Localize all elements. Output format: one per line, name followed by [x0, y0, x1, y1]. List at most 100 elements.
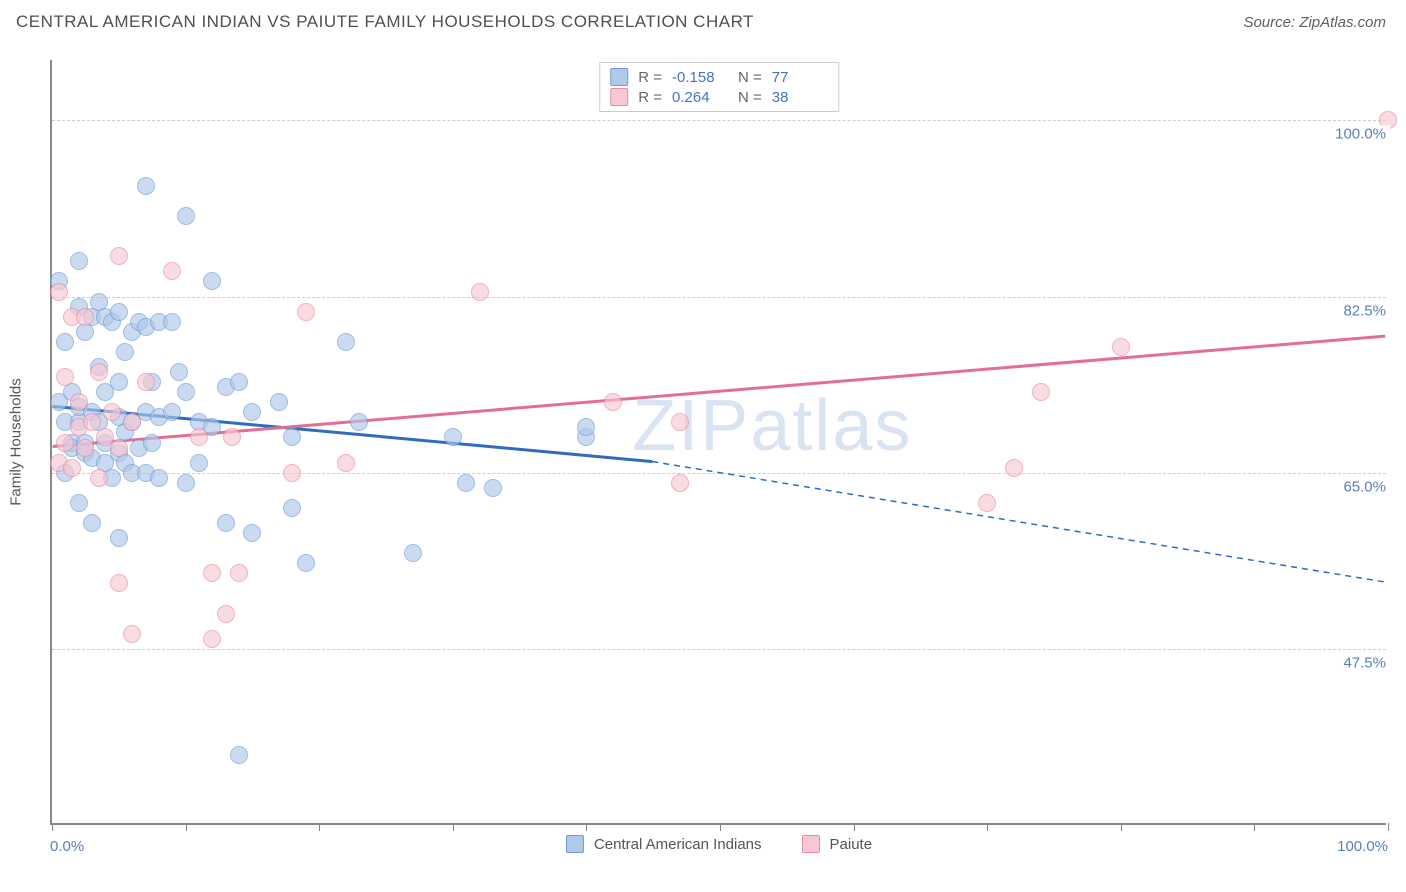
- legend-series-name: Central American Indians: [594, 836, 762, 853]
- gridline: [52, 120, 1386, 121]
- scatter-point: [170, 363, 188, 381]
- x-tick: [720, 823, 721, 831]
- scatter-point: [116, 343, 134, 361]
- scatter-point: [123, 625, 141, 643]
- scatter-point: [217, 605, 235, 623]
- y-axis-label: Family Households: [8, 378, 25, 506]
- scatter-point: [243, 403, 261, 421]
- legend-swatch: [566, 835, 584, 853]
- scatter-point: [190, 428, 208, 446]
- scatter-point: [103, 403, 121, 421]
- scatter-point: [444, 428, 462, 446]
- scatter-point: [243, 524, 261, 542]
- scatter-point: [83, 413, 101, 431]
- x-tick: [1121, 823, 1122, 831]
- y-tick-label: 82.5%: [1339, 302, 1390, 319]
- gridline: [52, 297, 1386, 298]
- scatter-point: [56, 434, 74, 452]
- scatter-point: [297, 303, 315, 321]
- scatter-point: [283, 428, 301, 446]
- legend-r-value: 0.264: [672, 89, 728, 106]
- scatter-point: [90, 363, 108, 381]
- legend-swatch: [610, 68, 628, 86]
- scatter-point: [190, 454, 208, 472]
- legend-n-value: 77: [772, 69, 828, 86]
- x-tick: [586, 823, 587, 831]
- legend-correlation: R = -0.158N = 77R = 0.264N = 38: [599, 62, 839, 112]
- scatter-point: [297, 554, 315, 572]
- scatter-point: [177, 383, 195, 401]
- scatter-point: [137, 373, 155, 391]
- scatter-point: [337, 333, 355, 351]
- y-tick-label: 100.0%: [1331, 126, 1390, 143]
- y-tick-label: 47.5%: [1339, 654, 1390, 671]
- scatter-point: [217, 514, 235, 532]
- scatter-point: [203, 630, 221, 648]
- scatter-point: [110, 303, 128, 321]
- scatter-point: [123, 413, 141, 431]
- scatter-point: [110, 574, 128, 592]
- legend-series-item: Paiute: [802, 835, 873, 853]
- scatter-point: [76, 439, 94, 457]
- scatter-point: [1112, 338, 1130, 356]
- scatter-point: [604, 393, 622, 411]
- legend-swatch: [610, 88, 628, 106]
- x-tick: [319, 823, 320, 831]
- x-tick: [854, 823, 855, 831]
- scatter-point: [110, 529, 128, 547]
- scatter-point: [230, 746, 248, 764]
- scatter-point: [150, 469, 168, 487]
- x-tick: [1254, 823, 1255, 831]
- scatter-point: [83, 514, 101, 532]
- scatter-point: [471, 283, 489, 301]
- scatter-point: [163, 313, 181, 331]
- scatter-point: [270, 393, 288, 411]
- scatter-point: [350, 413, 368, 431]
- scatter-point: [671, 474, 689, 492]
- legend-series: Central American Indians Paiute: [566, 835, 872, 853]
- chart-header: CENTRAL AMERICAN INDIAN VS PAIUTE FAMILY…: [0, 0, 1406, 32]
- scatter-point: [110, 439, 128, 457]
- scatter-point: [1032, 383, 1050, 401]
- legend-r-value: -0.158: [672, 69, 728, 86]
- x-tick: [186, 823, 187, 831]
- scatter-point: [177, 207, 195, 225]
- scatter-point: [203, 272, 221, 290]
- legend-n-label: N =: [738, 89, 762, 106]
- scatter-point: [137, 177, 155, 195]
- legend-series-item: Central American Indians: [566, 835, 762, 853]
- scatter-point: [457, 474, 475, 492]
- scatter-point: [978, 494, 996, 512]
- scatter-point: [110, 247, 128, 265]
- x-tick: [1388, 823, 1389, 831]
- scatter-point: [56, 368, 74, 386]
- gridline: [52, 649, 1386, 650]
- scatter-point: [404, 544, 422, 562]
- x-axis-min-label: 0.0%: [50, 838, 84, 855]
- scatter-point: [90, 469, 108, 487]
- scatter-point: [223, 428, 241, 446]
- scatter-plot: [52, 60, 1386, 823]
- x-tick: [987, 823, 988, 831]
- x-tick: [52, 823, 53, 831]
- scatter-point: [110, 373, 128, 391]
- x-axis-max-label: 100.0%: [1337, 838, 1388, 855]
- gridline: [52, 473, 1386, 474]
- x-tick: [453, 823, 454, 831]
- scatter-point: [484, 479, 502, 497]
- scatter-point: [143, 434, 161, 452]
- scatter-point: [50, 283, 68, 301]
- scatter-point: [283, 499, 301, 517]
- scatter-point: [177, 474, 195, 492]
- scatter-point: [671, 413, 689, 431]
- legend-r-label: R =: [638, 89, 662, 106]
- legend-swatch: [802, 835, 820, 853]
- scatter-point: [70, 494, 88, 512]
- scatter-point: [1005, 459, 1023, 477]
- chart-title: CENTRAL AMERICAN INDIAN VS PAIUTE FAMILY…: [16, 12, 754, 32]
- scatter-point: [70, 252, 88, 270]
- legend-n-label: N =: [738, 69, 762, 86]
- scatter-point: [70, 393, 88, 411]
- chart-area: Family Households ZIPatlas R = -0.158N =…: [50, 60, 1386, 825]
- legend-series-name: Paiute: [830, 836, 873, 853]
